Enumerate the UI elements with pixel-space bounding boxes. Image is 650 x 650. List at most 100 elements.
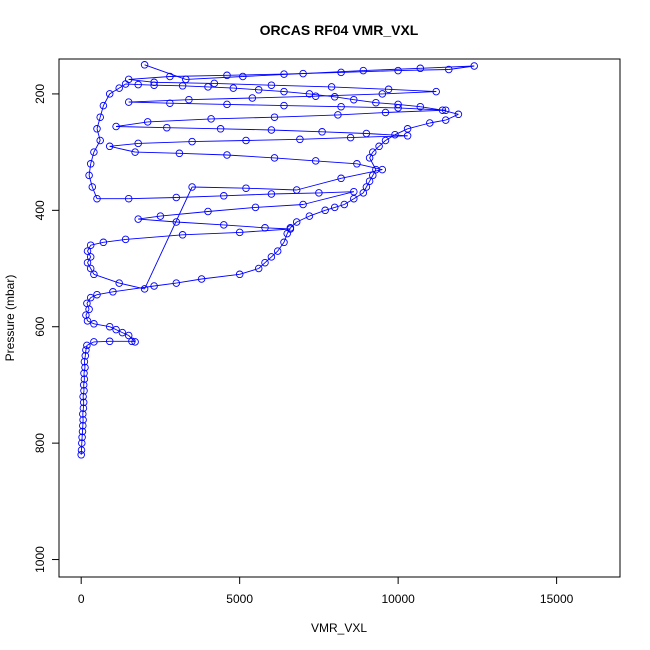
- series-segment: [96, 128, 101, 141]
- series-segment: [283, 91, 310, 95]
- data-point: [235, 270, 244, 279]
- series-segment: [138, 141, 193, 144]
- data-point: [79, 381, 88, 389]
- data-point: [80, 387, 88, 395]
- data-point: [88, 183, 97, 191]
- data-point: [86, 160, 95, 168]
- data-point: [207, 115, 215, 123]
- series-segment: [277, 242, 285, 252]
- series-segment: [258, 262, 266, 269]
- series-segment: [176, 221, 224, 226]
- x-axis: 0 5000 10000 15000: [78, 576, 574, 606]
- data-point: [432, 87, 440, 96]
- data-point: [445, 65, 453, 74]
- data-point: [99, 238, 108, 247]
- data-point: [90, 320, 98, 328]
- series-segment: [258, 89, 285, 93]
- data-point: [327, 83, 336, 91]
- data-point: [220, 192, 228, 200]
- series-segment: [252, 95, 316, 99]
- series-segment: [363, 67, 421, 72]
- series-segment: [378, 140, 386, 147]
- series-segment: [226, 103, 285, 107]
- y-tick-label: 200: [33, 84, 47, 104]
- series-segment: [429, 119, 446, 124]
- series-segment: [283, 233, 288, 243]
- series-segment: [337, 112, 386, 116]
- data-point: [416, 64, 425, 73]
- data-point: [83, 247, 92, 255]
- data-point: [248, 94, 257, 102]
- data-point: [254, 86, 263, 94]
- data-point: [128, 337, 136, 346]
- data-point: [80, 357, 89, 366]
- data-point: [280, 87, 288, 96]
- data-point: [79, 398, 88, 407]
- x-tick-label: 0: [78, 592, 85, 606]
- series-segment: [91, 186, 98, 199]
- data-point: [204, 83, 212, 91]
- data-point: [140, 285, 149, 293]
- series-segment: [309, 93, 335, 98]
- series-segment: [90, 241, 104, 246]
- x-tick-label: 10000: [381, 592, 415, 606]
- data-point: [197, 275, 206, 283]
- series-segment: [366, 133, 408, 137]
- series-segment: [128, 76, 170, 80]
- series-segment: [128, 99, 189, 103]
- data-point: [299, 200, 307, 209]
- series-segment: [356, 163, 383, 171]
- data-point: [362, 129, 371, 138]
- series-segment: [128, 101, 170, 104]
- data-point: [353, 160, 361, 168]
- data-point: [454, 110, 463, 119]
- data-point: [86, 241, 95, 249]
- series-segment: [128, 197, 177, 200]
- series-segment: [385, 109, 446, 113]
- data-point: [112, 122, 120, 131]
- data-point: [315, 189, 323, 197]
- data-point: [96, 113, 104, 121]
- series-segment: [296, 215, 310, 223]
- data-point: [292, 218, 301, 226]
- data-point: [90, 270, 98, 279]
- series-segment: [93, 340, 110, 343]
- data-point: [172, 279, 181, 287]
- series-segment: [166, 127, 221, 130]
- series-segment: [223, 224, 266, 229]
- data-point: [280, 238, 288, 247]
- series-segment: [255, 204, 304, 208]
- data-point: [311, 92, 320, 100]
- series-segment: [116, 121, 148, 127]
- data-point: [239, 72, 247, 81]
- series-segment: [341, 106, 399, 109]
- series-segment: [125, 83, 139, 86]
- data-point: [172, 193, 181, 202]
- series-segment: [179, 152, 228, 156]
- data-point: [86, 293, 95, 302]
- data-point: [93, 125, 101, 133]
- data-point: [150, 78, 158, 87]
- series-segment: [176, 195, 224, 198]
- series-segment: [385, 134, 396, 141]
- data-point: [105, 322, 114, 331]
- data-point: [134, 139, 142, 148]
- series-segment: [344, 198, 355, 205]
- data-point: [321, 206, 329, 215]
- series-segment: [88, 175, 93, 188]
- data-point: [267, 81, 276, 89]
- series-segment: [188, 97, 253, 101]
- data-point: [82, 311, 90, 319]
- data-point: [362, 183, 371, 191]
- data-point: [124, 98, 133, 106]
- series-segment: [331, 86, 389, 90]
- data-point: [83, 317, 92, 325]
- data-point: [330, 93, 339, 101]
- series-segment: [296, 177, 342, 191]
- data-point: [340, 200, 349, 209]
- data-point: [83, 299, 91, 308]
- series-segment: [90, 151, 95, 164]
- data-point: [96, 136, 104, 145]
- series-segment: [271, 192, 319, 195]
